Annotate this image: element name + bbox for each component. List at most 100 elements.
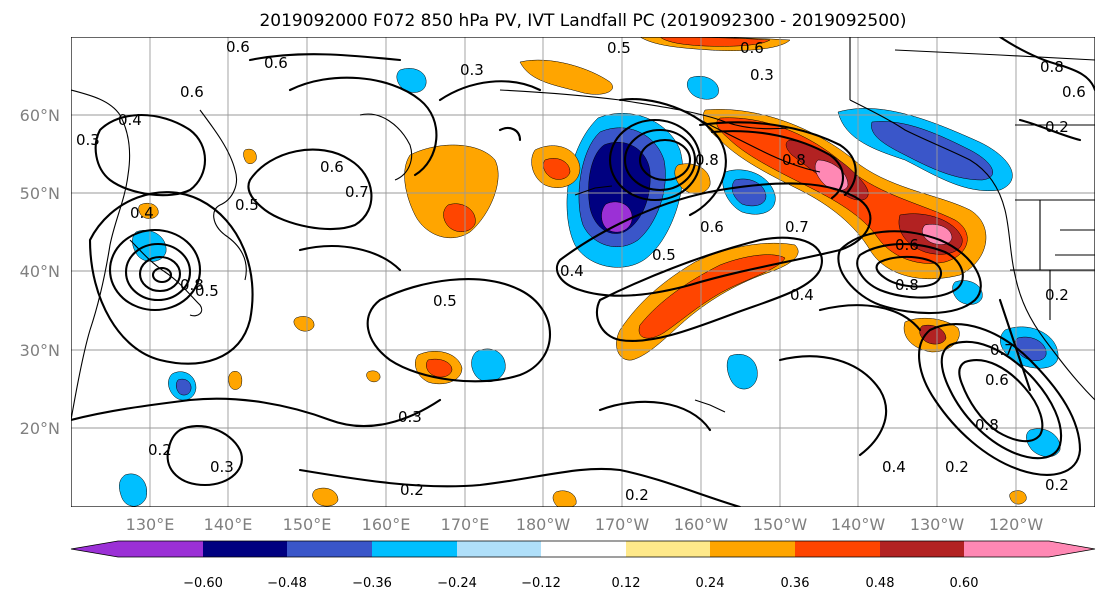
negative-anomaly-region — [871, 121, 993, 181]
colorbar-segment — [457, 541, 541, 557]
map-title: 2019092000 F072 850 hPa PV, IVT Landfall… — [259, 11, 906, 31]
lon-label: 170°E — [441, 515, 490, 534]
colorbar-segment — [795, 541, 880, 557]
positive-anomaly-region — [638, 254, 786, 339]
contour-label: 0.3 — [398, 408, 422, 426]
negative-anomaly-region — [471, 348, 506, 382]
shaded-anomaly-regions — [119, 37, 1061, 507]
contour-label: 0.2 — [1045, 118, 1069, 136]
contour-label: 0.5 — [607, 39, 631, 57]
lon-label: 140°W — [831, 515, 886, 534]
contour-label: 0.4 — [118, 111, 142, 129]
contour-label: 0.8 — [695, 151, 719, 169]
positive-anomaly-region — [552, 490, 577, 507]
positive-anomaly-region — [543, 158, 571, 180]
contour-label: 0.5 — [433, 292, 457, 310]
colorbar-tick: −0.60 — [183, 576, 223, 591]
positive-anomaly-region — [312, 487, 339, 507]
contour-labels: 0.6 0.6 0.5 0.6 0.3 0.6 0.3 0.8 0.2 0.6 … — [76, 38, 1086, 504]
contour-label: 0.8 — [1040, 58, 1064, 76]
colorbar-tick: −0.12 — [521, 576, 561, 591]
colorbar-segment — [287, 541, 372, 557]
colorbar-max-extension — [1049, 541, 1095, 557]
contour-label: 0.3 — [750, 66, 774, 84]
longitude-labels: 130°E 140°E 150°E 160°E 170°E 180°W 170°… — [126, 515, 1044, 534]
contour-label: 0.5 — [235, 196, 259, 214]
contour-label: 0.3 — [210, 458, 234, 476]
lat-label: 60°N — [20, 106, 60, 125]
colorbar-segment — [880, 541, 964, 557]
lon-label: 130°W — [910, 515, 965, 534]
positive-anomaly-region — [404, 144, 499, 239]
contour-label: 0.6 — [985, 371, 1009, 389]
contour-label: 0.7 — [785, 218, 809, 236]
colorbar-segment — [118, 541, 203, 557]
colorbar-tick: −0.36 — [352, 576, 392, 591]
contour-label: 0.3 — [460, 61, 484, 79]
contour-label: 0.8 — [975, 416, 999, 434]
coastlines — [71, 37, 1095, 421]
contour-label: 0.8 — [180, 276, 204, 294]
lon-label: 170°W — [595, 515, 650, 534]
contour-label: 0.2 — [1045, 476, 1069, 494]
contour-label: 0.4 — [882, 458, 906, 476]
contour-label: 0.4 — [560, 262, 584, 280]
negative-anomaly-region — [175, 378, 192, 396]
colorbar-tick: 0.24 — [696, 576, 725, 591]
positive-anomaly-region — [228, 371, 243, 390]
colorbar-tick: 0.36 — [781, 576, 810, 591]
lon-label: 160°E — [362, 515, 411, 534]
negative-anomaly-region — [119, 473, 148, 507]
contour-label: 0.7 — [345, 183, 369, 201]
contour-label: 0.6 — [700, 218, 724, 236]
positive-anomaly-region — [1009, 490, 1027, 505]
contour-label: 0.5 — [195, 282, 219, 300]
latitude-labels: 60°N 50°N 40°N 30°N 20°N — [20, 106, 60, 438]
contour-label: 0.6 — [1062, 83, 1086, 101]
contour-label: 0.6 — [895, 236, 919, 254]
colorbar: −0.60 −0.48 −0.36 −0.24 −0.12 0.12 0.24 … — [70, 540, 1096, 591]
colorbar-tick: 0.12 — [612, 576, 641, 591]
contour-label: 0.2 — [625, 486, 649, 504]
contour-label: 0.2 — [1045, 286, 1069, 304]
lon-label: 130°E — [126, 515, 175, 534]
colorbar-segment — [541, 541, 626, 557]
colorbar-tick: 0.48 — [866, 576, 895, 591]
colorbar-segment — [203, 541, 287, 557]
contour-label: 0.2 — [148, 441, 172, 459]
lat-label: 20°N — [20, 419, 60, 438]
contour-label: 0.8 — [782, 151, 806, 169]
contour-label: 0.4 — [790, 286, 814, 304]
contour-label: 0.7 — [990, 341, 1014, 359]
lat-label: 40°N — [20, 262, 60, 281]
map-gridlines — [71, 37, 1095, 507]
contour-label: 0.2 — [400, 481, 424, 499]
contour-label: 0.5 — [652, 246, 676, 264]
negative-anomaly-region — [687, 76, 719, 100]
negative-anomaly-region — [396, 68, 427, 93]
lon-label: 160°W — [674, 515, 729, 534]
contour-label: 0.6 — [180, 83, 204, 101]
colorbar-segment — [626, 541, 710, 557]
contour-label: 0.6 — [740, 39, 764, 57]
colorbar-min-extension — [71, 541, 118, 557]
pv-contours — [71, 37, 1095, 507]
map-panel: 0.6 0.6 0.5 0.6 0.3 0.6 0.3 0.8 0.2 0.6 … — [71, 37, 1095, 507]
negative-anomaly-region — [601, 201, 633, 233]
lon-label: 150°W — [753, 515, 808, 534]
contour-label: 0.6 — [320, 158, 344, 176]
colorbar-segment — [372, 541, 457, 557]
colorbar-tick: −0.24 — [437, 576, 477, 591]
positive-anomaly-region — [443, 203, 476, 232]
colorbar-segment — [710, 541, 795, 557]
lat-label: 50°N — [20, 184, 60, 203]
contour-label: 0.6 — [226, 38, 250, 56]
lon-label: 140°E — [204, 515, 253, 534]
contour-label: 0.6 — [264, 54, 288, 72]
contour-label: 0.8 — [895, 276, 919, 294]
contour-label: 0.4 — [130, 204, 154, 222]
lat-label: 30°N — [20, 341, 60, 360]
lon-label: 180°W — [516, 515, 571, 534]
negative-anomaly-region — [726, 354, 758, 390]
